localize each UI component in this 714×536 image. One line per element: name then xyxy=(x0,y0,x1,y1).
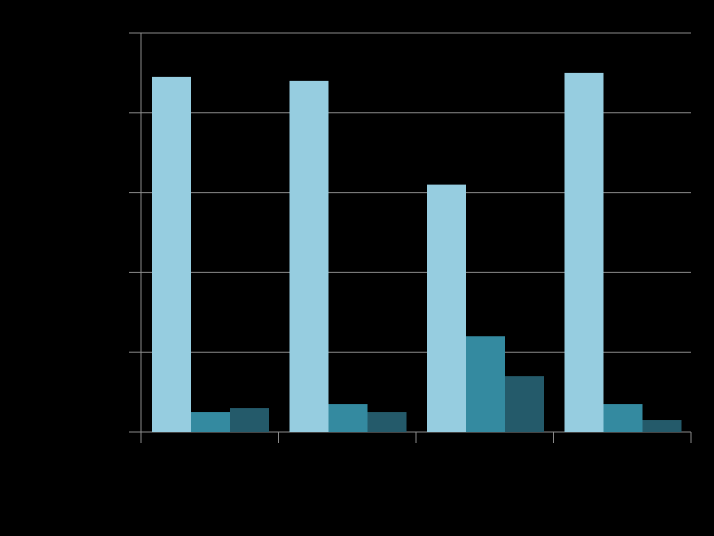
bar xyxy=(191,412,230,432)
bar xyxy=(564,72,604,433)
bar xyxy=(505,376,544,432)
bar xyxy=(230,408,269,432)
bar xyxy=(367,412,407,432)
bar xyxy=(427,184,466,432)
bar xyxy=(603,404,643,432)
bar xyxy=(466,336,505,432)
bar xyxy=(642,420,682,432)
bar xyxy=(152,76,191,432)
bar xyxy=(328,404,368,432)
bar xyxy=(289,80,329,432)
